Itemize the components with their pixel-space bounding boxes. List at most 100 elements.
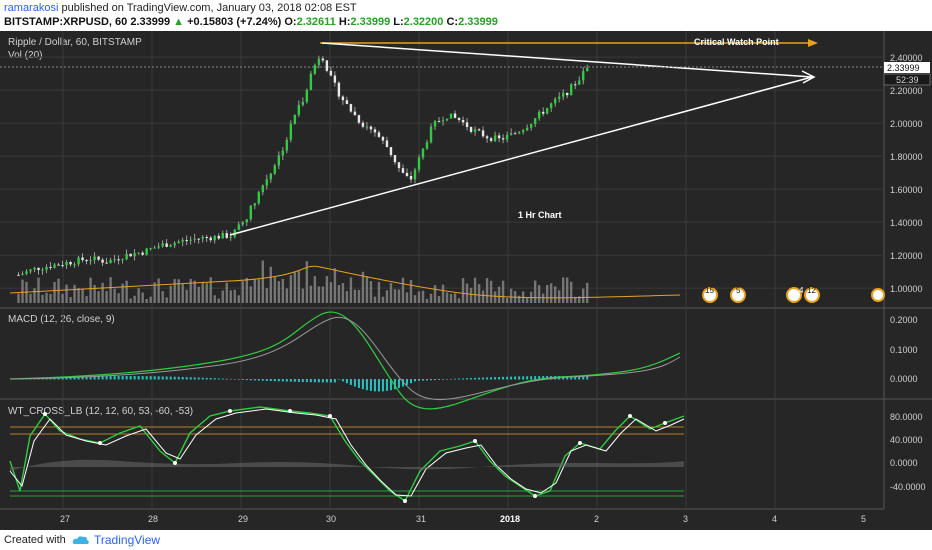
wt-cross-dot <box>628 414 632 418</box>
candle-body <box>53 264 56 268</box>
event-badge[interactable]: 12 <box>807 286 816 295</box>
chart-svg[interactable]: Ripple / Dollar, 60, BITSTAMP Vol (20) M… <box>0 31 932 530</box>
candle-body <box>425 142 429 149</box>
high-label: H: <box>338 16 351 28</box>
event-badge[interactable]: 4 <box>799 286 804 295</box>
publish-line: ramarakosi published on TradingView.com,… <box>4 2 357 14</box>
macd-tick: 0.1000 <box>890 345 918 355</box>
last-price: 2.33999 <box>130 16 171 28</box>
candle-body <box>113 259 116 261</box>
event-badge[interactable]: 15 <box>705 286 714 295</box>
us-flag-icon[interactable] <box>702 287 718 303</box>
macd-histogram-bar <box>409 379 412 384</box>
time-tick: 31 <box>416 514 426 524</box>
candle-body <box>329 70 333 76</box>
candle-body <box>325 60 329 71</box>
candle-body <box>345 100 349 105</box>
wt-cross-dot <box>98 441 102 445</box>
candle-body <box>433 121 437 127</box>
candle-body <box>361 122 365 127</box>
macd-histogram-bar <box>61 377 64 380</box>
macd-histogram-bar <box>337 379 340 380</box>
volume-bar <box>397 289 401 303</box>
candle-body <box>313 64 317 74</box>
candle-body <box>521 130 525 133</box>
candle-body <box>181 240 184 242</box>
volume-bar <box>37 277 40 303</box>
candle-body <box>121 259 124 261</box>
volume-label: Vol (20) <box>8 50 42 61</box>
macd-histogram-bar <box>73 376 76 380</box>
macd-histogram-bar <box>430 379 433 381</box>
us-flag-icon[interactable] <box>730 287 746 303</box>
macd-histogram-bar <box>277 379 280 382</box>
macd-histogram-bar <box>125 376 128 380</box>
candle-body <box>45 266 48 270</box>
candle-body <box>353 111 357 116</box>
macd-histogram-bar <box>345 379 348 384</box>
macd-histogram-bar <box>578 376 581 380</box>
volume-bar <box>341 283 345 303</box>
us-flag-icon[interactable] <box>786 287 802 303</box>
macd-histogram-bar <box>401 379 404 387</box>
candle-body <box>281 150 285 156</box>
volume-bar <box>465 283 469 303</box>
low-value: 2.32200 <box>403 16 444 28</box>
candle-body <box>197 238 200 240</box>
chart-area[interactable]: Ripple / Dollar, 60, BITSTAMP Vol (20) M… <box>0 31 932 530</box>
volume-bar <box>586 282 589 303</box>
macd-histogram-bar <box>241 379 244 380</box>
macd-histogram-bar <box>470 378 473 380</box>
volume-bar <box>209 277 212 303</box>
candle-body <box>85 260 88 262</box>
volume-bar <box>517 295 521 303</box>
volume-bar <box>333 268 337 303</box>
candle-body <box>21 273 24 275</box>
us-flag-icon[interactable] <box>871 288 885 302</box>
author-link[interactable]: ramarakosi <box>4 2 59 14</box>
volume-bar <box>53 281 56 303</box>
trend-layer <box>0 39 884 236</box>
macd-histogram-bar <box>145 376 148 380</box>
candle-body <box>229 236 232 238</box>
volume-bar <box>457 298 461 303</box>
candle-body <box>185 240 188 242</box>
volume-bar <box>49 293 52 303</box>
candle-body <box>309 73 313 91</box>
macd-histogram-bar <box>413 379 416 382</box>
candle-body <box>265 179 269 186</box>
event-badge[interactable]: 5 <box>736 286 741 295</box>
candle-body <box>333 75 337 83</box>
volume-bar <box>469 287 473 303</box>
macd-histogram-bar <box>526 376 529 380</box>
candle-body <box>249 205 252 220</box>
macd-layer <box>9 311 681 410</box>
volume-bar <box>81 289 84 303</box>
candle-body <box>517 132 521 134</box>
volume-bar <box>425 298 429 303</box>
macd-histogram-bar <box>313 379 316 383</box>
volume-bar <box>369 281 373 303</box>
volume-bar <box>537 285 541 303</box>
macd-histogram-bar <box>357 379 360 388</box>
candle-body <box>445 118 449 121</box>
macd-histogram-bar <box>169 376 172 380</box>
volume-bar <box>197 286 200 303</box>
volume-bar <box>249 286 252 303</box>
volume-bar <box>21 279 24 303</box>
event-badges[interactable]: 15 5 4 12 <box>702 286 885 303</box>
critical-watch-label: Critical Watch Point <box>694 37 779 47</box>
time-tick: 3 <box>683 514 688 524</box>
candle-body <box>545 108 549 114</box>
volume-bar <box>357 289 361 303</box>
candle-body <box>586 67 589 72</box>
us-flag-icon[interactable] <box>804 287 820 303</box>
candle-body <box>261 185 265 193</box>
tradingview-link[interactable]: TradingView <box>94 533 161 547</box>
macd-histogram-bar <box>233 379 236 380</box>
candle-body <box>141 252 144 255</box>
volume-bar <box>449 294 453 303</box>
price-tick: 2.40000 <box>890 53 923 63</box>
macd-histogram-bar <box>201 377 204 380</box>
macd-histogram-bar <box>57 377 60 380</box>
